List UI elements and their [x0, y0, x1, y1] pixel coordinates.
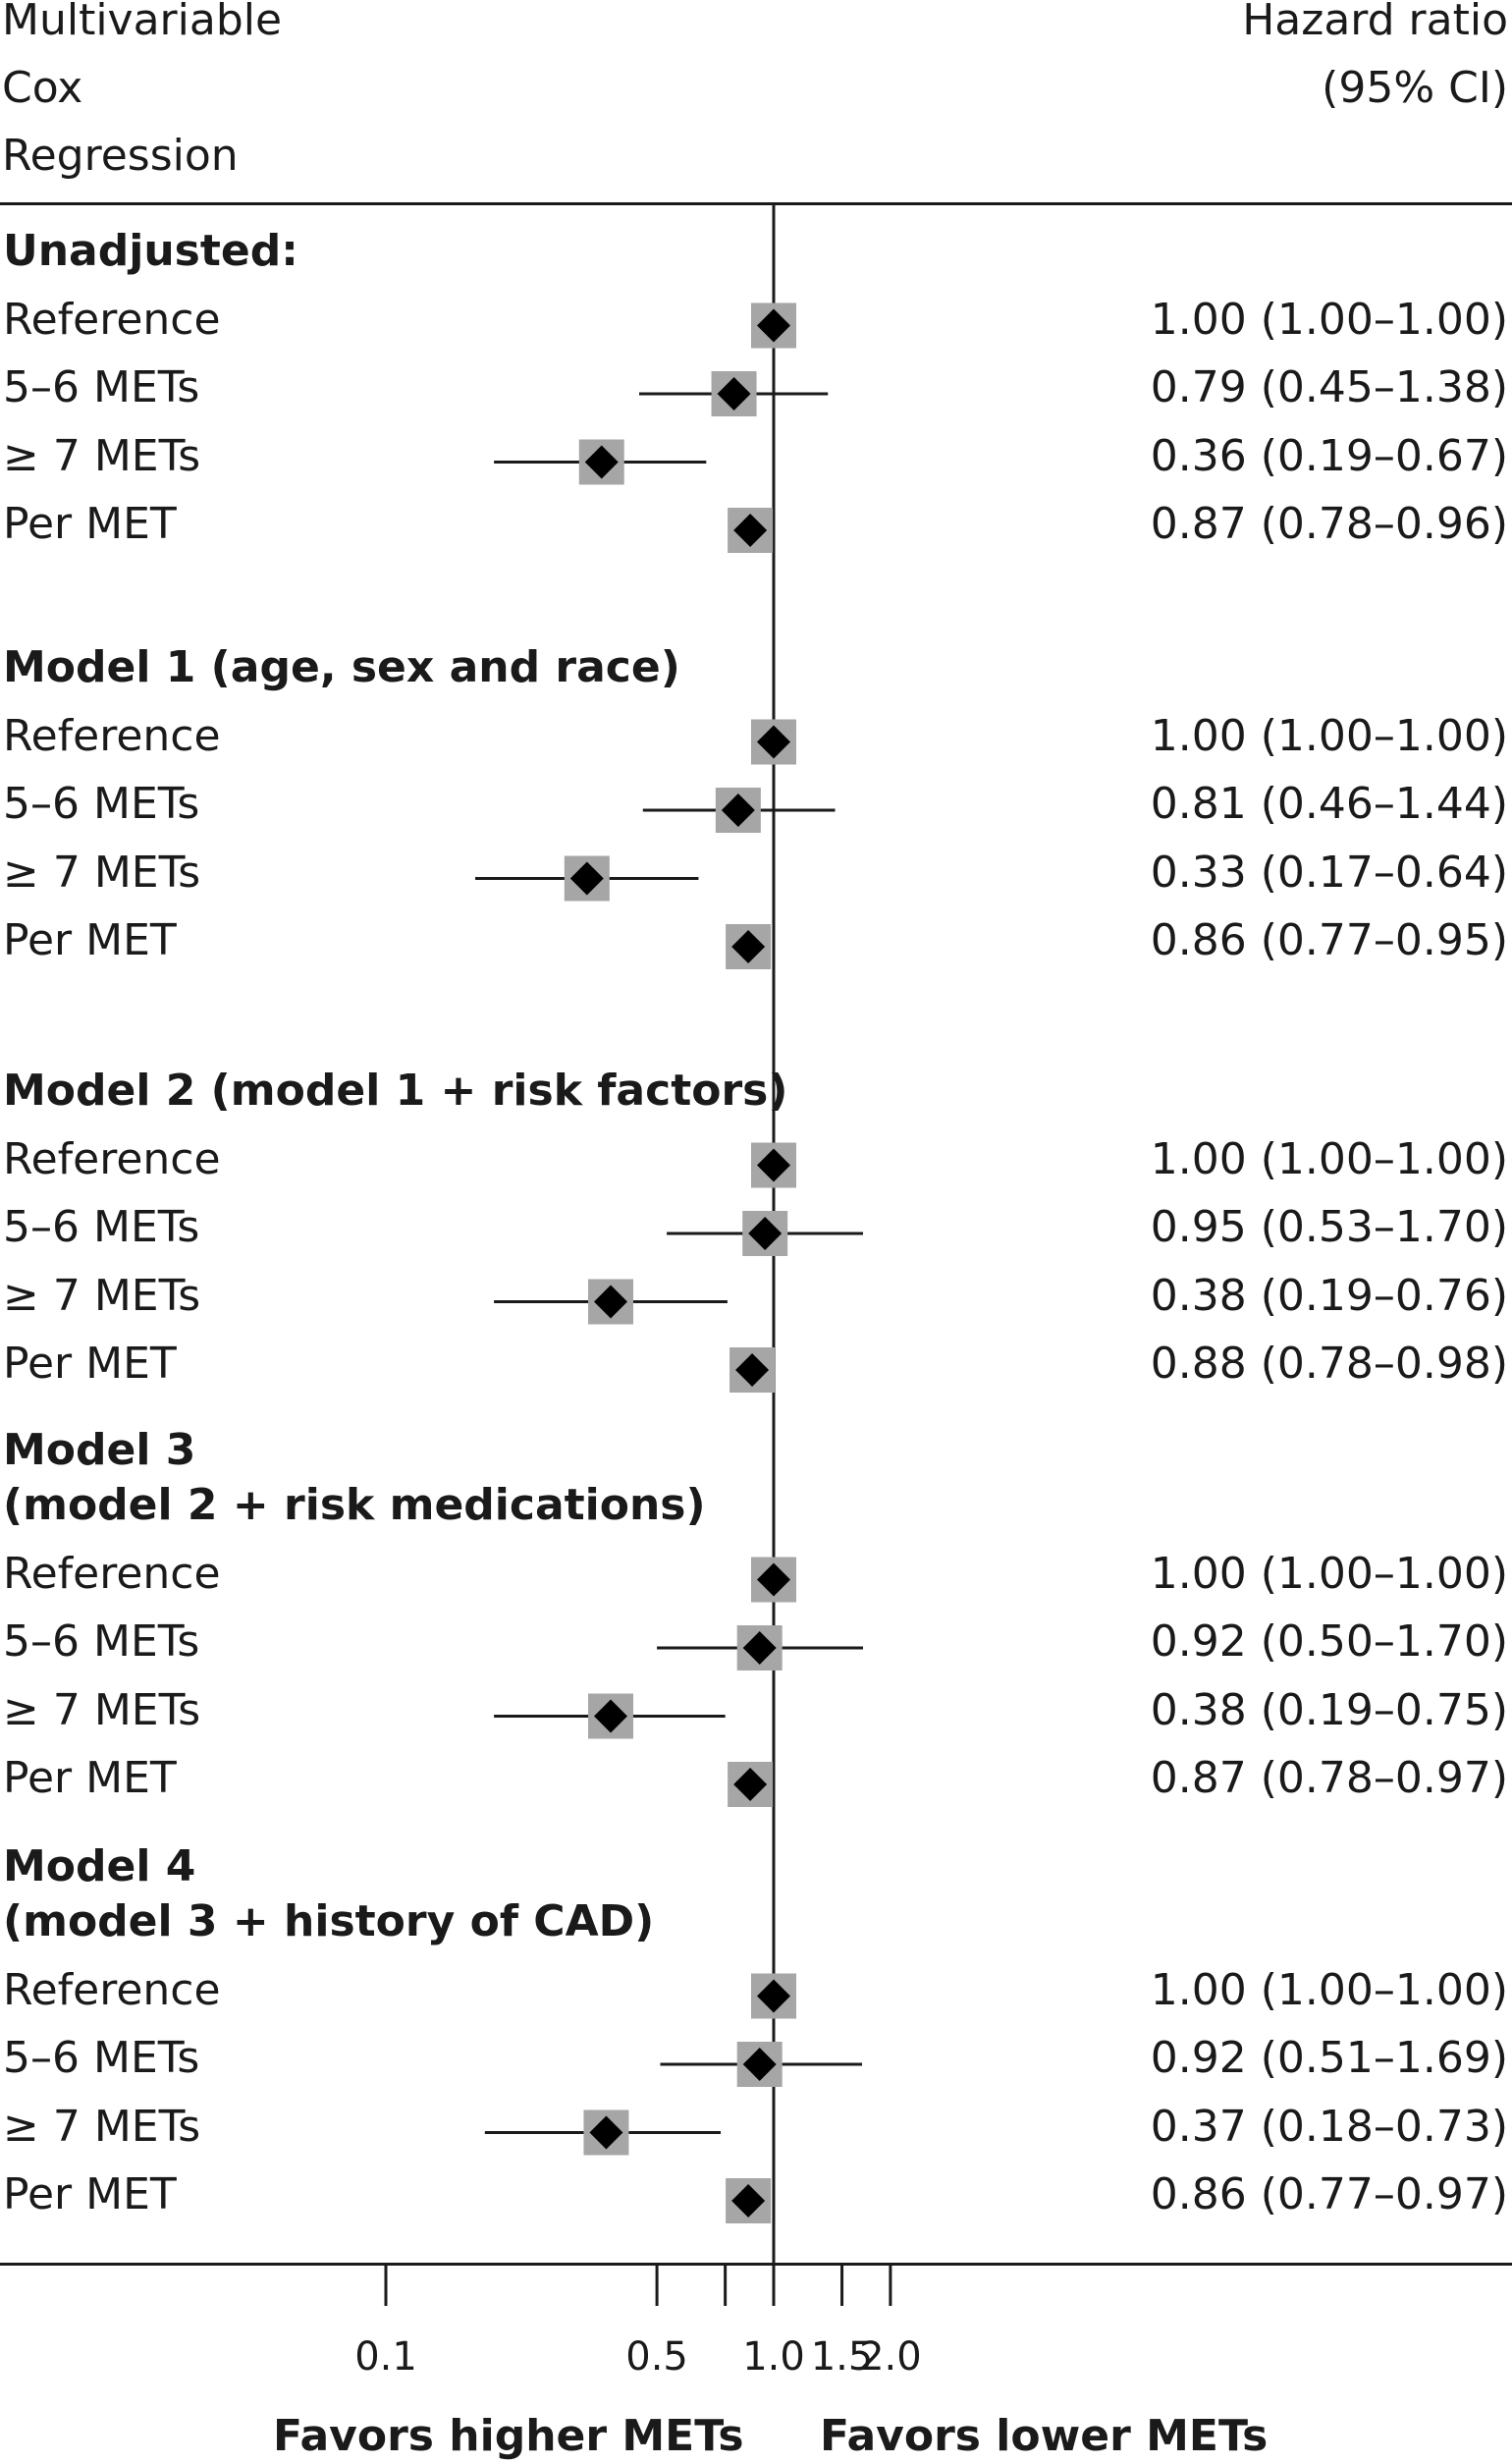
estimate-diamond: [742, 1631, 777, 1665]
group-title: Unadjusted:: [3, 226, 298, 276]
estimate-diamond: [721, 794, 755, 827]
row-label: Reference: [3, 294, 221, 345]
group-title: Model 1 (age, sex and race): [3, 642, 680, 692]
row-label: 5–6 METs: [3, 2033, 200, 2083]
row-label: Reference: [3, 710, 221, 761]
group-title: Model 3: [3, 1425, 196, 1475]
estimate-diamond: [735, 1353, 770, 1387]
estimate-diamond: [757, 308, 790, 343]
axis-line: [0, 2263, 1512, 2266]
row-label: ≥ 7 METs: [3, 1270, 201, 1321]
hazard-ratio-value: 0.86 (0.77–0.95): [1150, 915, 1508, 965]
row-label: Per MET: [3, 499, 177, 549]
row-label: Per MET: [3, 1339, 177, 1389]
row-label: Reference: [3, 1133, 221, 1184]
estimate-diamond: [757, 1979, 790, 2013]
row-label: Reference: [3, 1964, 221, 2015]
header-right-line: Hazard ratio: [1242, 0, 1508, 45]
hazard-ratio-value: 1.00 (1.00–1.00): [1150, 1133, 1508, 1184]
x-tick-label: 1.5: [810, 2334, 874, 2380]
estimate-diamond: [569, 861, 604, 896]
hazard-ratio-value: 0.87 (0.78–0.97): [1150, 1753, 1508, 1803]
header-left-line: Cox: [2, 63, 83, 113]
hazard-ratio-value: 1.00 (1.00–1.00): [1150, 1964, 1508, 2015]
hazard-ratio-value: 0.38 (0.19–0.76): [1150, 1270, 1508, 1321]
row-label: Per MET: [3, 2169, 177, 2219]
row-label: Reference: [3, 1548, 221, 1599]
group-title: Model 2 (model 1 + risk factors): [3, 1066, 788, 1116]
column-header-model: Multivariable Cox Regression: [2, 0, 414, 190]
favors-lower-label: Favors lower METs: [820, 2411, 1269, 2461]
row-label: 5–6 METs: [3, 1616, 200, 1667]
x-tick-label: 1.0: [742, 2334, 805, 2380]
hazard-ratio-value: 0.87 (0.78–0.96): [1150, 499, 1508, 549]
header-left-line: Regression: [2, 131, 239, 181]
hazard-ratio-value: 0.79 (0.45–1.38): [1150, 362, 1508, 412]
column-header-hazard-ratio: Hazard ratio (95% CI): [1184, 0, 1508, 122]
row-label: ≥ 7 METs: [3, 2101, 201, 2152]
estimate-diamond: [584, 445, 619, 479]
row-label: ≥ 7 METs: [3, 847, 201, 898]
hazard-ratio-value: 1.00 (1.00–1.00): [1150, 294, 1508, 345]
hazard-ratio-value: 0.81 (0.46–1.44): [1150, 779, 1508, 829]
hazard-ratio-value: 0.95 (0.53–1.70): [1150, 1202, 1508, 1252]
row-label: ≥ 7 METs: [3, 1684, 201, 1735]
group-title: (model 2 + risk medications): [3, 1480, 706, 1530]
estimate-diamond: [733, 1768, 768, 1801]
estimate-diamond: [731, 2184, 766, 2218]
x-tick-label: 0.5: [625, 2334, 688, 2380]
estimate-diamond: [594, 1699, 628, 1733]
hazard-ratio-value: 0.37 (0.18–0.73): [1150, 2101, 1508, 2152]
estimate-diamond: [757, 725, 790, 759]
header-right-line: (95% CI): [1322, 63, 1508, 113]
group-title: (model 3 + history of CAD): [3, 1896, 655, 1946]
hazard-ratio-value: 0.33 (0.17–0.64): [1150, 847, 1508, 898]
hazard-ratio-value: 0.88 (0.78–0.98): [1150, 1339, 1508, 1389]
x-tick-label: 0.1: [354, 2334, 417, 2380]
group-title: Model 4: [3, 1841, 196, 1891]
hazard-ratio-value: 0.86 (0.77–0.97): [1150, 2169, 1508, 2219]
hazard-ratio-value: 0.92 (0.50–1.70): [1150, 1616, 1508, 1667]
favors-higher-label: Favors higher METs: [273, 2411, 744, 2461]
row-label: 5–6 METs: [3, 779, 200, 829]
estimate-diamond: [594, 1285, 628, 1319]
estimate-diamond: [757, 1148, 790, 1182]
row-label: 5–6 METs: [3, 362, 200, 412]
estimate-diamond: [733, 514, 768, 547]
x-tick-label: 2.0: [859, 2334, 922, 2380]
header-left-line: Multivariable: [2, 0, 283, 45]
hazard-ratio-value: 0.38 (0.19–0.75): [1150, 1684, 1508, 1735]
row-label: Per MET: [3, 1753, 177, 1803]
estimate-diamond: [589, 2115, 623, 2150]
hazard-ratio-value: 1.00 (1.00–1.00): [1150, 710, 1508, 761]
row-label: Per MET: [3, 915, 177, 965]
hazard-ratio-value: 0.36 (0.19–0.67): [1150, 430, 1508, 481]
estimate-diamond: [748, 1217, 783, 1250]
row-label: 5–6 METs: [3, 1202, 200, 1252]
hazard-ratio-value: 1.00 (1.00–1.00): [1150, 1548, 1508, 1599]
hazard-ratio-value: 0.92 (0.51–1.69): [1150, 2033, 1508, 2083]
estimate-diamond: [731, 930, 766, 963]
row-label: ≥ 7 METs: [3, 430, 201, 481]
estimate-diamond: [757, 1562, 790, 1597]
header-divider: [0, 202, 1512, 205]
estimate-diamond: [742, 2048, 777, 2081]
estimate-diamond: [717, 377, 751, 411]
